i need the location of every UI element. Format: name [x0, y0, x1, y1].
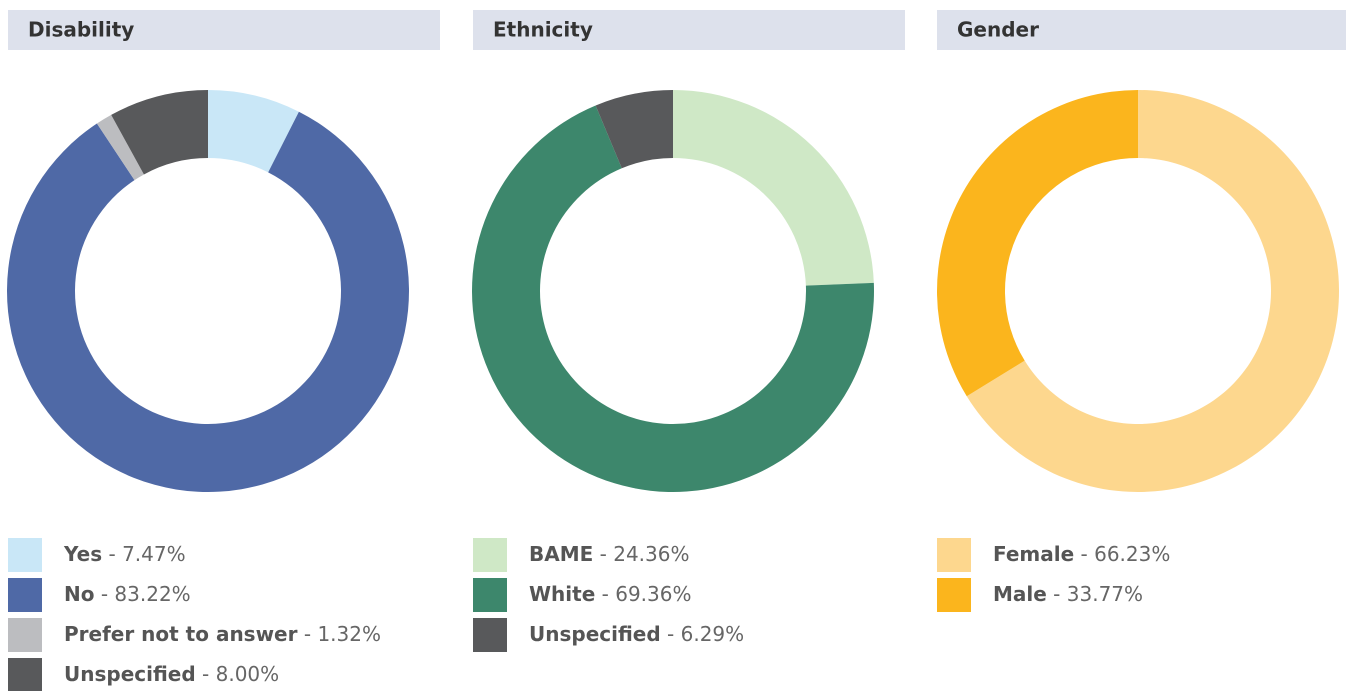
- panel-header: [473, 10, 905, 50]
- legend-value: 6.29%: [681, 622, 745, 646]
- panel-header: [8, 10, 440, 50]
- legend-entry: White - 69.36%: [529, 582, 691, 606]
- legend-name: Male: [993, 582, 1047, 606]
- legend-value: 66.23%: [1094, 542, 1170, 566]
- legend-value: 24.36%: [613, 542, 689, 566]
- legend-entry: Unspecified - 8.00%: [64, 662, 279, 686]
- legend-name: No: [64, 582, 94, 606]
- donut-segment: [6, 111, 409, 492]
- legend-entry: Female - 66.23%: [993, 542, 1170, 566]
- legend-name: White: [529, 582, 595, 606]
- donut-segment: [208, 90, 299, 173]
- legend-name: Yes: [63, 542, 102, 566]
- panel-title: Gender: [957, 18, 1039, 42]
- donut-segment: [966, 90, 1339, 492]
- legend-name: BAME: [529, 542, 593, 566]
- legend-entry: Prefer not to answer - 1.32%: [64, 622, 381, 646]
- legend-swatch: [937, 578, 971, 612]
- legend-value: 7.47%: [122, 542, 186, 566]
- donut-segment: [595, 90, 673, 169]
- donut-segment: [111, 90, 208, 175]
- donut-segment: [471, 105, 874, 492]
- donut-segment: [96, 114, 144, 181]
- legend-value: 8.00%: [216, 662, 280, 686]
- legend-name: Unspecified: [64, 662, 196, 686]
- legend-entry: Unspecified - 6.29%: [529, 622, 744, 646]
- legend-value: 83.22%: [114, 582, 190, 606]
- legend-value: 1.32%: [317, 622, 381, 646]
- legend-value: 33.77%: [1067, 582, 1143, 606]
- legend-entry: No - 83.22%: [64, 582, 191, 606]
- legend-name: Prefer not to answer: [64, 622, 298, 646]
- legend-swatch: [473, 578, 507, 612]
- legend-value: 69.36%: [615, 582, 691, 606]
- donut-segment: [673, 90, 874, 286]
- legend-swatch: [473, 538, 507, 572]
- panel-title: Ethnicity: [493, 18, 593, 42]
- legend-swatch: [8, 658, 42, 691]
- legend-swatch: [8, 618, 42, 652]
- legend-entry: Male - 33.77%: [993, 582, 1143, 606]
- legend-swatch: [473, 618, 507, 652]
- legend-swatch: [8, 578, 42, 612]
- panel-title: Disability: [28, 18, 134, 42]
- donut-segment: [937, 90, 1138, 397]
- legend-entry: BAME - 24.36%: [529, 542, 690, 566]
- legend-name: Unspecified: [529, 622, 661, 646]
- panel-header: [937, 10, 1346, 50]
- legend-swatch: [8, 538, 42, 572]
- legend-swatch: [937, 538, 971, 572]
- legend-name: Female: [993, 542, 1074, 566]
- legend-entry: Yes - 7.47%: [63, 542, 186, 566]
